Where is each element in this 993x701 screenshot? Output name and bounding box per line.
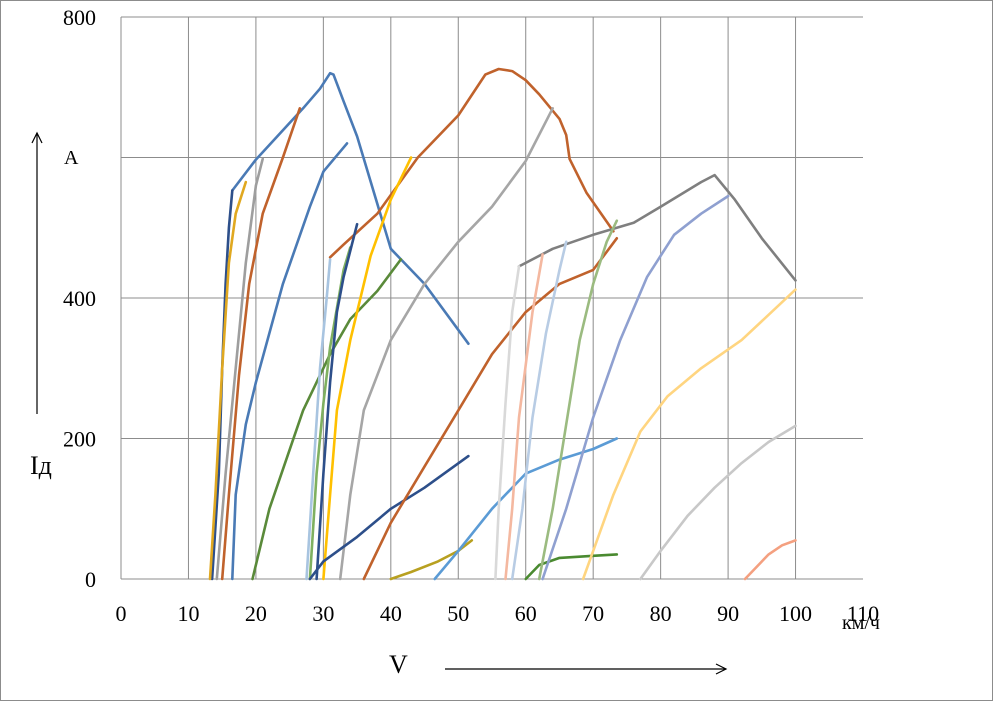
series-line-25 [581, 288, 797, 581]
series-line-22 [524, 553, 619, 581]
y-axis-label: Iд [30, 451, 52, 480]
y-arrow-head [31, 131, 43, 144]
x-tick-label: 50 [447, 601, 469, 626]
x-tick-label: 60 [515, 601, 537, 626]
x-tick-label: 100 [779, 601, 812, 626]
x-unit-label: км/ч [842, 612, 880, 634]
series-line-12 [315, 222, 359, 581]
series-line-19 [494, 265, 521, 581]
series-line-11 [308, 246, 352, 581]
y-unit-label: A [64, 147, 79, 169]
series-line-3 [517, 173, 797, 282]
series-line-26 [639, 424, 797, 581]
series-line-6 [220, 107, 302, 581]
x-tick-label: 10 [177, 601, 199, 626]
grid-lines [120, 16, 863, 580]
series-line-23 [537, 219, 619, 581]
x-tick-label: 40 [380, 601, 402, 626]
y-tick-label: 400 [63, 286, 96, 311]
series-line-8 [231, 142, 349, 581]
series-line-7 [215, 157, 265, 581]
x-tick-label: 0 [116, 601, 127, 626]
series-line-16 [362, 237, 619, 581]
x-tick-label: 70 [582, 601, 604, 626]
series-line-14 [338, 107, 555, 581]
y-tick-label: 800 [63, 5, 96, 30]
x-axis-label: V [389, 650, 408, 679]
series-line-13 [322, 156, 413, 581]
series-line-10 [305, 258, 332, 581]
series-lines [208, 67, 797, 581]
x-tick-label: 20 [245, 601, 267, 626]
series-line-20 [504, 253, 544, 581]
series-line-1 [231, 71, 470, 346]
series-line-17 [389, 539, 474, 581]
series-line-21 [510, 240, 568, 581]
x-tick-label: 110 [847, 601, 879, 626]
y-tick-label: 0 [85, 567, 96, 592]
x-tick-label: 90 [717, 601, 739, 626]
x-tick-labels: 0 10 20 30 40 50 60 70 80 90 100 110 [116, 601, 880, 626]
x-arrow-head [715, 663, 728, 675]
series-line-15 [308, 454, 470, 581]
x-tick-label: 80 [650, 601, 672, 626]
y-tick-labels: 0 200 400 800 [63, 5, 96, 592]
series-line-2 [328, 67, 615, 259]
series-line-27 [743, 539, 797, 581]
x-tick-label: 30 [312, 601, 334, 626]
series-line-5 [208, 180, 248, 581]
y-tick-label: 200 [63, 427, 96, 452]
series-line-24 [541, 194, 730, 581]
